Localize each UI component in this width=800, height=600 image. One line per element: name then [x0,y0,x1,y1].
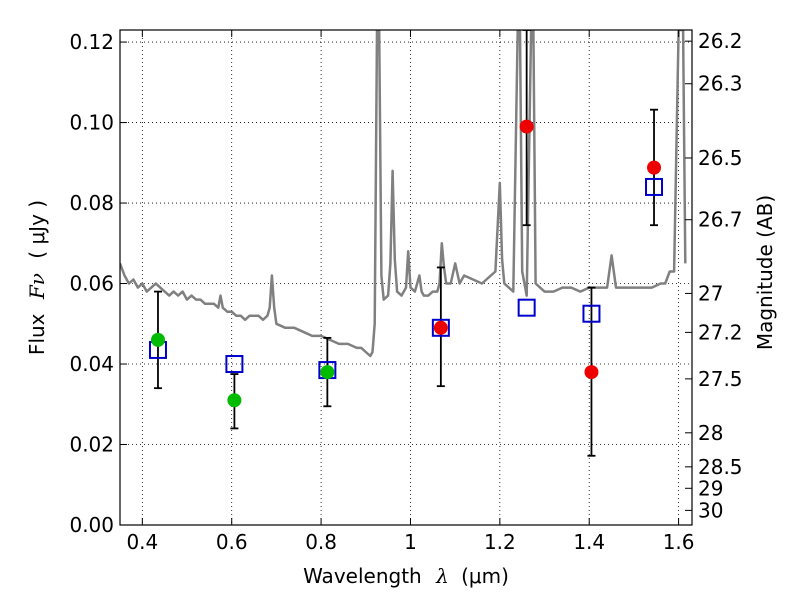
y2-tick-label: 27.2 [698,320,743,344]
plot-area [120,30,687,457]
y2-tick-label: 26.5 [698,146,743,170]
nir-flux-point [433,320,448,335]
y-axis-label-unit: ( μJy ) [25,200,49,259]
x-tick-label: 1.4 [573,530,605,554]
model-flux-square [431,318,450,337]
nir-flux-point [519,119,534,134]
y2-tick-label: 27.5 [698,367,743,391]
model-flux-square [645,177,664,196]
y-tick-label: 0.04 [69,352,114,376]
y2-tick-label: 26.2 [698,29,743,53]
model-flux-square [517,298,536,317]
optical-flux-point [150,332,165,347]
x-tick-label: 0.8 [305,530,337,554]
nir-flux-point [584,365,599,380]
y-tick-label: 0.00 [69,513,114,537]
y-axis-label-symbol: Fν [25,273,49,300]
optical-flux-point [227,393,242,408]
axis-ticks: 0.4 0.6 0.8 1 1.2 1.4 1.6 0.00 0.02 0.04 0.06 0.08 0… [69,29,742,554]
plot-frame [119,29,693,526]
y-tick-label: 0.10 [69,111,114,135]
y2-tick-label: 29 [698,476,723,500]
model-flux-square [225,355,244,374]
x-axis-label-symbol: λ [435,564,449,588]
x-tick-label: 0.4 [126,530,158,554]
y2-tick-label: 28 [698,421,723,445]
optical-flux-point [320,365,335,380]
x-axis-label-text: Wavelength [303,564,422,588]
spectrum-line [120,30,687,358]
y-tick-label: 0.08 [69,191,114,215]
x-axis-label: Wavelength λ (μm) [303,564,509,588]
y2-tick-label: 28.5 [698,455,743,479]
y-axis-label: Flux Fν ( μJy ) [25,200,49,355]
y-tick-label: 0.06 [69,272,114,296]
y2-tick-label: 26.7 [698,208,743,232]
y-axis-label-text: Flux [25,313,49,355]
x-tick-label: 0.6 [216,530,248,554]
y-tick-label: 0.12 [69,30,114,54]
nir-flux-point [647,160,662,175]
y2-tick-label: 27 [698,281,723,305]
x-tick-label: 1.6 [663,530,695,554]
x-tick-label: 1.2 [484,530,516,554]
y2-tick-label: 30 [698,498,723,522]
y2-axis-label: Magnitude (AB) [753,195,777,350]
x-axis-label-unit: (μm) [461,564,509,588]
model-flux-square [582,304,601,323]
y-tick-label: 0.02 [69,433,114,457]
y2-tick-label: 26.3 [698,72,743,96]
x-tick-label: 1 [404,530,417,554]
